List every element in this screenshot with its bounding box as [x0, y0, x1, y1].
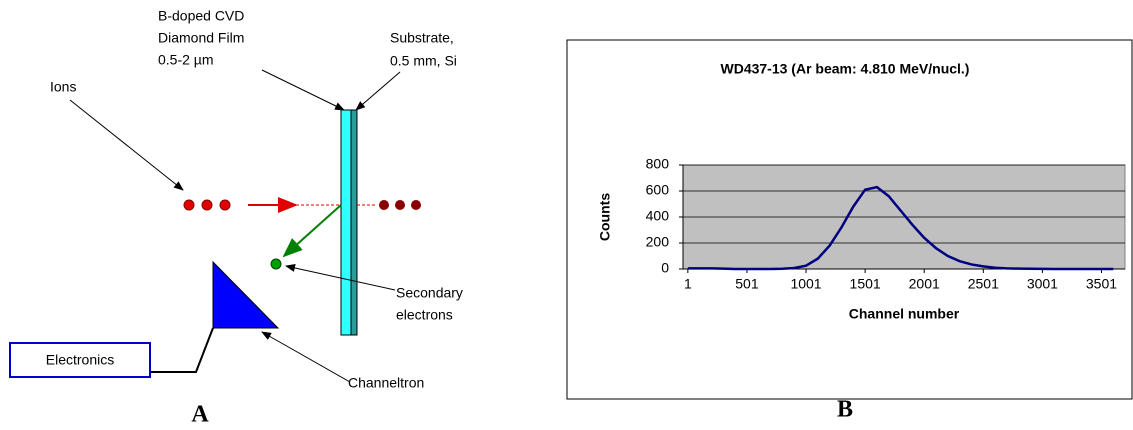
- film-label: B-doped CVD: [158, 8, 244, 24]
- film-label: Diamond Film: [158, 30, 244, 46]
- arrow: [69, 99, 184, 191]
- ions-label: Ions: [50, 79, 76, 95]
- x-tick-label: 501: [735, 276, 759, 292]
- y-tick-label: 800: [646, 156, 670, 172]
- x-tick-label: 2001: [909, 276, 940, 292]
- y-tick-label: 400: [646, 208, 670, 224]
- ion: [411, 200, 421, 210]
- data-line: [687, 185, 1114, 271]
- arrow: [261, 331, 351, 383]
- arrow: [355, 71, 401, 111]
- film-label: 0.5-2 µm: [158, 52, 214, 68]
- ion: [379, 200, 389, 210]
- channeltron-label: Channeltron: [348, 375, 424, 391]
- substrate: [350, 109, 358, 336]
- secondary-label: electrons: [396, 307, 453, 323]
- x-tick-label: 1501: [850, 276, 881, 292]
- ion: [183, 199, 195, 211]
- chart: WD437-13 (Ar beam: 4.810 MeV/nucl.) Coun…: [566, 39, 1133, 400]
- electronics-box: [9, 342, 151, 378]
- ion: [201, 199, 213, 211]
- secondary-label: Secondary: [396, 285, 463, 301]
- wire: [150, 327, 214, 373]
- substrate-label: 0.5 mm, Si: [390, 53, 457, 69]
- diamond-film: [340, 109, 352, 336]
- arrow: [261, 69, 345, 111]
- electron: [270, 258, 282, 270]
- arrow: [285, 264, 396, 291]
- caption: B: [837, 397, 853, 423]
- y-tick-label: 600: [646, 182, 670, 198]
- electron-path: [282, 204, 342, 258]
- chart-title: WD437-13 (Ar beam: 4.810 MeV/nucl.): [721, 61, 970, 77]
- y-axis-label: Counts: [597, 193, 613, 241]
- channeltron: [212, 260, 280, 329]
- x-tick-label: 2501: [968, 276, 999, 292]
- x-tick-label: 1: [684, 276, 692, 292]
- x-tick-label: 1001: [790, 276, 821, 292]
- diagram: B-doped CVD Diamond Film 0.5-2 µm Substr…: [9, 8, 463, 428]
- ion: [395, 200, 405, 210]
- ion: [219, 199, 231, 211]
- electronics-label: Electronics: [46, 352, 114, 368]
- x-tick-label: 3001: [1027, 276, 1058, 292]
- x-axis-label: Channel number: [849, 306, 960, 322]
- y-tick-label: 0: [661, 260, 669, 276]
- y-tick-label: 200: [646, 234, 670, 250]
- x-tick-label: 3501: [1086, 276, 1117, 292]
- substrate-label: Substrate,: [390, 30, 454, 46]
- caption: A: [191, 402, 209, 428]
